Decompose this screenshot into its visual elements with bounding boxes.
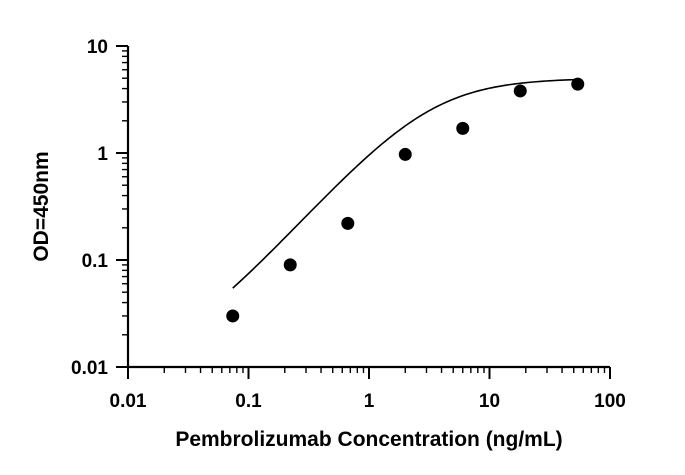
x-tick-label: 100 [594,391,626,412]
data-point [226,309,240,323]
x-tick-label: 1 [364,391,375,412]
data-points-layer [226,77,585,323]
fit-curve [232,78,578,289]
data-point [456,121,470,135]
fit-curve-layer [232,78,578,289]
data-point [283,258,297,272]
data-point [513,84,527,98]
data-point [398,147,412,161]
x-tick-label: 0.1 [235,391,262,412]
y-tick-label: 10 [87,37,108,58]
x-axis-title: Pembrolizumab Concentration (ng/mL) [175,428,562,451]
y-tick-label: 0.01 [71,358,108,379]
x-tick-label: 0.01 [110,391,147,412]
axis-ticks: 0.01 0.1 1 10 100 0.01 0.1 1 10 [71,37,626,412]
y-axis-title: OD=450nm [30,151,53,261]
y-tick-label: 0.1 [82,251,109,272]
y-tick-label: 1 [97,144,108,165]
data-point [341,216,355,230]
x-tick-label: 10 [479,391,500,412]
data-point [571,77,585,91]
axes [126,46,610,369]
